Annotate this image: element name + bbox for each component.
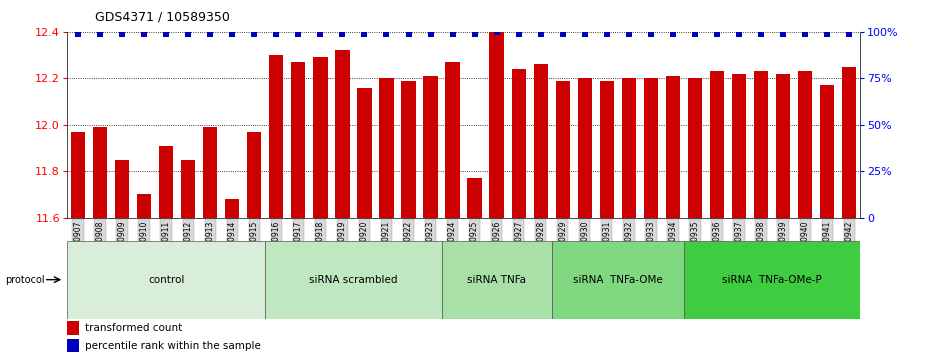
- Bar: [600, 81, 614, 218]
- Bar: [820, 85, 834, 218]
- Text: percentile rank within the sample: percentile rank within the sample: [85, 341, 260, 350]
- Bar: [115, 160, 129, 218]
- Point: [819, 31, 834, 36]
- Bar: [67, 321, 79, 335]
- Bar: [159, 146, 173, 218]
- Point: [445, 31, 460, 36]
- Point: [379, 31, 394, 36]
- Point: [776, 31, 790, 36]
- Point: [621, 31, 636, 36]
- Point: [687, 31, 702, 36]
- Point: [842, 31, 857, 36]
- Point: [512, 31, 526, 36]
- Text: protocol: protocol: [5, 275, 45, 285]
- Point: [753, 31, 768, 36]
- Point: [225, 31, 240, 36]
- Bar: [776, 74, 790, 218]
- Text: GDS4371 / 10589350: GDS4371 / 10589350: [95, 11, 230, 24]
- Point: [578, 31, 592, 36]
- Bar: [137, 194, 152, 218]
- Point: [180, 31, 195, 36]
- Point: [533, 31, 548, 36]
- Bar: [67, 339, 79, 352]
- Point: [798, 31, 813, 36]
- Text: siRNA scrambled: siRNA scrambled: [309, 275, 398, 285]
- Point: [732, 31, 747, 36]
- Point: [291, 31, 306, 36]
- Bar: [732, 74, 746, 218]
- Point: [710, 31, 724, 36]
- Bar: [291, 62, 305, 218]
- Point: [644, 31, 658, 36]
- Point: [555, 31, 570, 36]
- Bar: [622, 78, 636, 218]
- Bar: [798, 72, 812, 218]
- FancyBboxPatch shape: [67, 241, 265, 319]
- Bar: [379, 78, 393, 218]
- Bar: [335, 51, 350, 218]
- Bar: [313, 57, 327, 218]
- Point: [246, 31, 261, 36]
- Point: [269, 31, 284, 36]
- Point: [312, 31, 327, 36]
- Bar: [423, 76, 438, 218]
- Point: [489, 29, 504, 35]
- Point: [467, 31, 482, 36]
- Bar: [534, 64, 548, 218]
- Point: [666, 31, 681, 36]
- Bar: [357, 88, 372, 218]
- Bar: [555, 81, 570, 218]
- Text: transformed count: transformed count: [85, 323, 182, 333]
- Point: [203, 31, 218, 36]
- Bar: [402, 81, 416, 218]
- Bar: [269, 55, 284, 218]
- Bar: [225, 199, 239, 218]
- Bar: [489, 25, 504, 218]
- Bar: [842, 67, 857, 218]
- Bar: [71, 132, 86, 218]
- Text: siRNA  TNFa-OMe-P: siRNA TNFa-OMe-P: [723, 275, 822, 285]
- Bar: [578, 78, 592, 218]
- Bar: [754, 72, 768, 218]
- Bar: [644, 78, 658, 218]
- Point: [401, 31, 416, 36]
- FancyBboxPatch shape: [265, 241, 442, 319]
- Text: siRNA TNFa: siRNA TNFa: [467, 275, 526, 285]
- Point: [423, 31, 438, 36]
- Point: [71, 31, 86, 36]
- Point: [137, 31, 152, 36]
- Bar: [468, 178, 482, 218]
- Bar: [93, 127, 107, 218]
- Bar: [203, 127, 218, 218]
- Bar: [247, 132, 261, 218]
- Point: [600, 31, 615, 36]
- Bar: [710, 72, 724, 218]
- FancyBboxPatch shape: [442, 241, 551, 319]
- FancyBboxPatch shape: [684, 241, 860, 319]
- Point: [335, 31, 350, 36]
- Bar: [181, 160, 195, 218]
- Point: [93, 31, 108, 36]
- Point: [357, 31, 372, 36]
- Bar: [688, 78, 702, 218]
- Bar: [512, 69, 525, 218]
- Point: [159, 31, 174, 36]
- Bar: [445, 62, 459, 218]
- Text: control: control: [148, 275, 184, 285]
- Point: [114, 31, 129, 36]
- Text: siRNA  TNFa-OMe: siRNA TNFa-OMe: [573, 275, 663, 285]
- FancyBboxPatch shape: [551, 241, 684, 319]
- Bar: [666, 76, 680, 218]
